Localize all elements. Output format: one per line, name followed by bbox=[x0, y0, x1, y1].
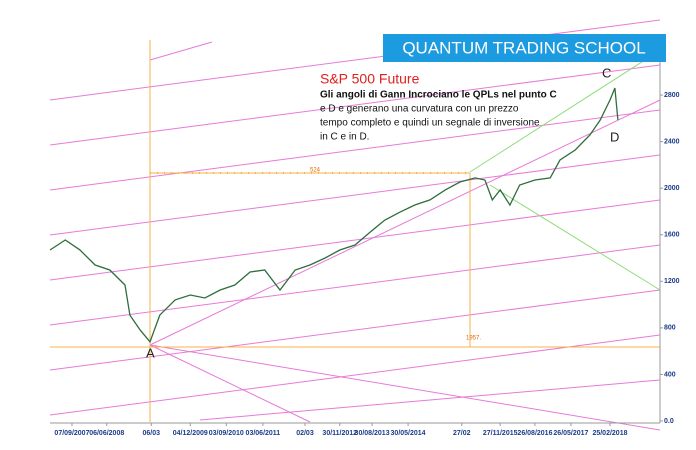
x-tick-label: 03/06/2011 bbox=[246, 430, 281, 437]
x-tick-label: 30/11/2012 bbox=[322, 430, 357, 437]
y-tick-label: 800 bbox=[664, 325, 676, 332]
orange-lines bbox=[50, 40, 660, 422]
y-tick-label: 1600 bbox=[664, 232, 680, 239]
y-tick-label: 400 bbox=[664, 371, 676, 378]
x-tick-label: 30/05/2014 bbox=[391, 430, 426, 437]
x-tick-label: 25/02/2018 bbox=[592, 430, 627, 437]
price-line bbox=[49, 87, 619, 344]
point-label: D bbox=[610, 129, 619, 144]
annotation: 1957. bbox=[466, 336, 481, 342]
x-tick-label: 07/09/2007 bbox=[54, 430, 89, 437]
point-label: A bbox=[146, 345, 155, 360]
point-label: C bbox=[602, 65, 611, 80]
x-tick-label: 27/11/2015 bbox=[483, 430, 518, 437]
x-tick-label: 06/03 bbox=[142, 430, 160, 437]
y-tick-label: 1200 bbox=[664, 278, 680, 285]
gann-green-lines bbox=[469, 59, 661, 291]
x-tick-label: 06/06/2008 bbox=[89, 430, 124, 437]
x-tick-label: 02/03 bbox=[296, 430, 314, 437]
x-tick-label: 04/12/2009 bbox=[173, 430, 208, 437]
y-tick-label: 0.0 bbox=[664, 418, 674, 425]
y-tick-label: 2800 bbox=[664, 92, 680, 99]
chart-title: QUANTUM TRADING SCHOOL bbox=[402, 38, 645, 57]
note-line: e D e generano una curvatura con un prez… bbox=[320, 104, 519, 115]
annotation: 524 bbox=[310, 168, 321, 174]
y-tick-label: 2000 bbox=[664, 185, 680, 192]
gann-lines bbox=[49, 19, 661, 431]
subtitle: S&P 500 Future bbox=[320, 71, 420, 87]
x-tick-label: 03/09/2010 bbox=[209, 430, 244, 437]
title-box bbox=[383, 34, 666, 62]
x-tick-label: 26/08/2016 bbox=[517, 430, 552, 437]
note-line: in C e in D. bbox=[320, 132, 369, 143]
note-line: tempo completo e quindi un segnale di in… bbox=[320, 118, 540, 129]
y-tick-label: 2400 bbox=[664, 138, 680, 145]
x-tick-label: 26/05/2017 bbox=[553, 430, 588, 437]
note-line: Gli angoli di Gann Incrociano le QPLs ne… bbox=[320, 90, 557, 101]
x-tick-label: 30/08/2013 bbox=[355, 430, 390, 437]
x-tick-label: 27/02 bbox=[453, 430, 471, 437]
